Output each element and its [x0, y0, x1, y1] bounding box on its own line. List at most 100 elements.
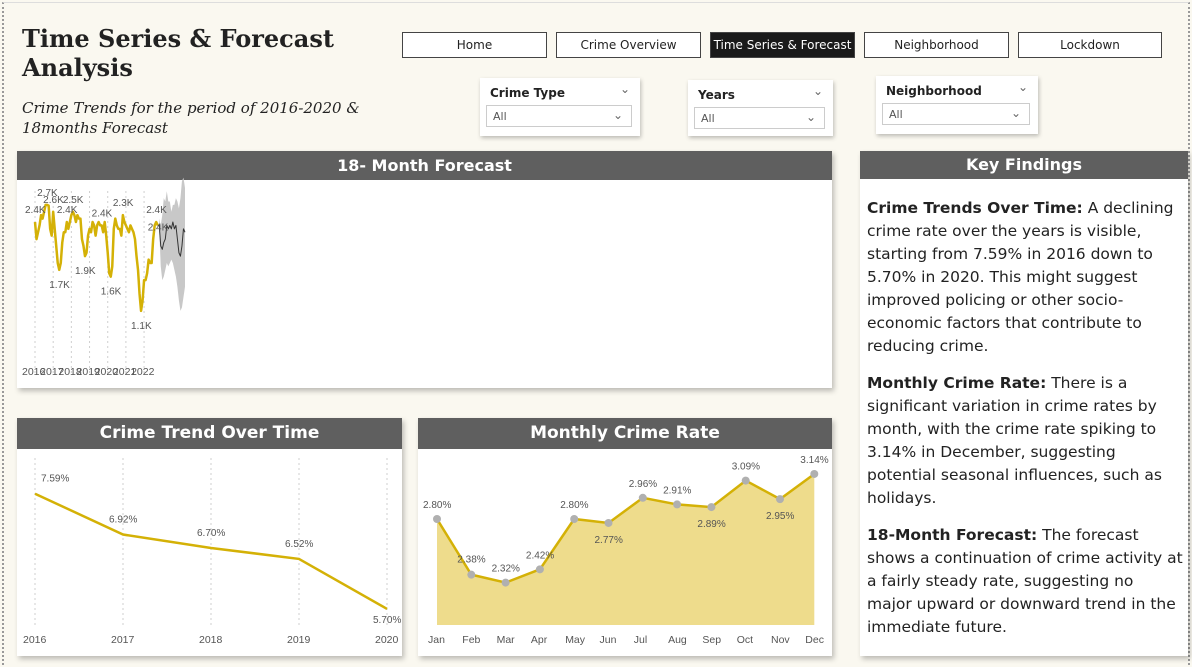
data-label: 1.6K — [101, 287, 122, 298]
data-label: 2.4K — [57, 205, 78, 216]
finding-text: A declining crime rate over the years is… — [867, 199, 1174, 355]
area-fill — [437, 474, 814, 625]
data-label: 2.95% — [766, 511, 794, 522]
data-label: 2.4K — [92, 208, 113, 219]
x-tick-label: Aug — [668, 634, 687, 646]
key-findings-panel: Key Findings Crime Trends Over Time: A d… — [860, 151, 1188, 656]
chevron-down-icon[interactable]: ⌄ — [813, 84, 823, 98]
data-label: 2.3K — [113, 198, 134, 209]
nav-crime-overview-button[interactable]: Crime Overview — [556, 32, 701, 58]
slicer-label: Crime Type — [490, 86, 565, 100]
neighborhood-dropdown[interactable]: All ⌄ — [882, 103, 1030, 125]
data-label: 1.9K — [75, 266, 96, 277]
slicer-label: Neighborhood — [886, 84, 982, 98]
chevron-down-icon: ⌄ — [613, 108, 623, 122]
years-dropdown[interactable]: All ⌄ — [694, 107, 825, 129]
x-tick-label: Dec — [805, 634, 824, 646]
data-point — [639, 494, 647, 502]
data-label: 2.77% — [595, 535, 623, 546]
page-title: Time Series & Forecast Analysis — [22, 24, 352, 82]
data-label: 2.80% — [560, 500, 588, 511]
data-label: 6.70% — [197, 528, 225, 539]
trend-chart: 7.59% 2016 6.92% 2017 6.70% 2018 6.52% 2019 5.70… — [17, 418, 402, 656]
data-label: 2.4K — [148, 222, 169, 233]
crime-type-slicer: Crime Type ⌄ All ⌄ — [480, 78, 640, 136]
x-tick-label: Nov — [771, 634, 790, 646]
finding-heading: Crime Trends Over Time: — [867, 199, 1083, 217]
finding-heading: 18-Month Forecast: — [867, 526, 1037, 544]
x-tick-label: May — [565, 634, 586, 646]
chevron-down-icon[interactable]: ⌄ — [1018, 80, 1028, 94]
chevron-down-icon: ⌄ — [806, 110, 816, 124]
x-tick-label: Jun — [600, 634, 617, 646]
chevron-down-icon: ⌄ — [1011, 106, 1021, 120]
data-label: 1.7K — [49, 280, 70, 291]
chevron-down-icon[interactable]: ⌄ — [620, 82, 630, 96]
data-label: 2.5K — [63, 195, 84, 206]
nav-neighborhood-button[interactable]: Neighborhood — [864, 32, 1009, 58]
x-tick-label: 2022 — [131, 366, 155, 378]
key-findings-title: Key Findings — [860, 151, 1188, 179]
monthly-chart: 2.80% Jan 2.38% Feb 2.32% Mar 2.42% Apr 2.80% May… — [418, 418, 832, 656]
page-subtitle: Crime Trends for the period of 2016-2020… — [22, 98, 367, 138]
data-point — [673, 500, 681, 508]
data-label: 3.09% — [732, 462, 760, 473]
forecast-panel: 18- Month Forecast 2016 2017 2018 2019 2020 2… — [17, 151, 832, 388]
years-slicer: Years ⌄ All ⌄ — [688, 80, 833, 136]
data-label: 3.14% — [800, 455, 828, 466]
data-label: 2.4K — [146, 205, 167, 216]
dropdown-value: All — [493, 110, 507, 123]
x-tick-label: 2020 — [375, 634, 399, 646]
monthly-panel: Monthly Crime Rate 2.80% Jan 2.38% Feb 2.32%… — [418, 418, 832, 656]
data-label: 6.52% — [285, 539, 313, 550]
slicer-label: Years — [698, 88, 735, 102]
data-point — [810, 470, 818, 478]
data-label: 2.89% — [697, 519, 725, 530]
data-point — [467, 571, 475, 579]
data-point — [570, 515, 578, 523]
x-tick-label: Jul — [634, 634, 647, 646]
data-label: 2.38% — [457, 555, 485, 566]
x-tick-label: 2017 — [111, 634, 135, 646]
data-point — [433, 515, 441, 523]
data-label: 5.70% — [373, 615, 401, 626]
data-label: 2.91% — [663, 485, 691, 496]
data-label: 2.80% — [423, 500, 451, 511]
nav-home-button[interactable]: Home — [402, 32, 547, 58]
neighborhood-slicer: Neighborhood ⌄ All ⌄ — [876, 76, 1038, 134]
trend-line — [35, 494, 387, 609]
x-tick-label: 2016 — [23, 634, 47, 646]
data-label: 2.32% — [492, 564, 520, 575]
data-label: 7.59% — [41, 474, 69, 485]
data-label: 2.42% — [526, 550, 554, 561]
data-point — [605, 519, 613, 527]
nav-lockdown-button[interactable]: Lockdown — [1018, 32, 1162, 58]
finding-monthly-rate: Monthly Crime Rate: There is a significa… — [867, 372, 1183, 510]
x-tick-label: Jan — [428, 634, 445, 646]
data-point — [707, 503, 715, 511]
crime-type-dropdown[interactable]: All ⌄ — [486, 105, 632, 127]
finding-text: There is a significant variation in crim… — [867, 374, 1162, 507]
data-point — [742, 477, 750, 485]
data-point — [536, 565, 544, 573]
dropdown-value: All — [701, 112, 715, 125]
data-label: 2.96% — [629, 479, 657, 490]
finding-forecast: 18-Month Forecast: The forecast shows a … — [867, 524, 1183, 639]
nav-time-series-button[interactable]: Time Series & Forecast — [710, 32, 855, 58]
data-label: 6.92% — [109, 515, 137, 526]
finding-heading: Monthly Crime Rate: — [867, 374, 1046, 392]
x-tick-label: Feb — [462, 634, 480, 646]
data-point — [502, 579, 510, 587]
x-tick-label: Apr — [531, 634, 548, 646]
x-tick-label: Oct — [737, 634, 753, 646]
x-tick-label: 2018 — [199, 634, 223, 646]
data-point — [776, 495, 784, 503]
x-tick-label: 2019 — [287, 634, 311, 646]
data-label: 2.4K — [25, 205, 46, 216]
x-tick-label: Sep — [702, 634, 721, 646]
finding-crime-trends: Crime Trends Over Time: A declining crim… — [867, 197, 1183, 358]
dropdown-value: All — [889, 108, 903, 121]
trend-panel: Crime Trend Over Time 7.59% 2016 6.92% 2017… — [17, 418, 402, 656]
data-label: 1.1K — [131, 321, 152, 332]
